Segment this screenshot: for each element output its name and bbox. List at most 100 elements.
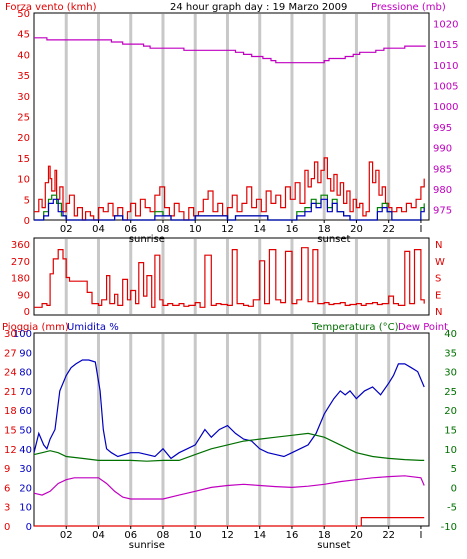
wind-speed-tick-label: 25 bbox=[17, 113, 30, 124]
dew-point-line bbox=[33, 475, 425, 500]
wind-speed-tick-label: 10 bbox=[17, 175, 30, 186]
rain-axis-title: Pioggia (mm) bbox=[2, 322, 69, 333]
rain-tick-label: 24 bbox=[4, 368, 17, 379]
temperature-tick-label: 40 bbox=[444, 329, 457, 340]
direction-tick-label: 360 bbox=[11, 240, 30, 251]
wind-blue-line bbox=[34, 198, 425, 221]
wind-speed-tick-label: 20 bbox=[17, 133, 30, 144]
x-tick-label: 08 bbox=[157, 530, 170, 541]
rain-line bbox=[34, 516, 425, 527]
wind-speed-tick-label: 30 bbox=[17, 92, 30, 103]
temperature-axis-title: Temperatura (°C) bbox=[311, 322, 399, 333]
wind-speed-tick-label: 45 bbox=[17, 30, 30, 41]
wind-speed-axis-title: Forza vento (kmh) bbox=[5, 2, 97, 13]
rain-tick-label: 18 bbox=[4, 406, 17, 417]
compass-tick-label: W bbox=[435, 257, 445, 268]
wind-red-line bbox=[34, 157, 425, 221]
pressure-tick-label: 980 bbox=[433, 185, 452, 196]
humidity-tick-label: 0 bbox=[26, 522, 32, 533]
x-tick-label: I bbox=[419, 224, 422, 235]
temperature-tick-label: 5 bbox=[451, 464, 457, 475]
humidity-tick-label: 50 bbox=[19, 426, 32, 437]
pressure-tick-label: 985 bbox=[433, 164, 452, 175]
x-tick-label: 10 bbox=[189, 530, 202, 541]
direction-tick-label: 90 bbox=[17, 290, 30, 301]
pressure-tick-label: 975 bbox=[433, 206, 452, 217]
x-tick-label: 14 bbox=[253, 530, 266, 541]
x-tick-label: 18 bbox=[318, 224, 331, 235]
sunrise-label: sunrise bbox=[129, 234, 165, 245]
wind-speed-tick-label: 50 bbox=[17, 9, 30, 20]
x-tick-label: 16 bbox=[286, 530, 299, 541]
temperature-line bbox=[33, 432, 425, 462]
rain-tick-label: 6 bbox=[4, 483, 10, 494]
pressure-tick-label: 1015 bbox=[433, 40, 458, 51]
temperature-tick-label: 15 bbox=[444, 426, 457, 437]
x-tick-label: 12 bbox=[221, 530, 234, 541]
rain-tick-label: 9 bbox=[4, 464, 10, 475]
humidity-tick-label: 30 bbox=[19, 464, 32, 475]
x-tick-label: 22 bbox=[382, 530, 395, 541]
x-tick-label: 14 bbox=[253, 224, 266, 235]
wind-speed-tick-label: 5 bbox=[24, 195, 30, 206]
direction-tick-label: 270 bbox=[11, 257, 30, 268]
x-tick-label: 20 bbox=[350, 224, 363, 235]
temperature-tick-label: 20 bbox=[444, 406, 457, 417]
rain-tick-label: 30 bbox=[4, 329, 17, 340]
rain-tick-label: 21 bbox=[4, 387, 17, 398]
wind-direction-line bbox=[34, 247, 425, 308]
x-tick-label: 02 bbox=[60, 224, 73, 235]
pressure-tick-label: 1000 bbox=[433, 102, 458, 113]
compass-tick-label: N bbox=[435, 307, 442, 318]
x-tick-label: 16 bbox=[286, 224, 299, 235]
x-tick-label: 22 bbox=[382, 224, 395, 235]
pressure-tick-label: 1010 bbox=[433, 61, 458, 72]
temperature-tick-label: 35 bbox=[444, 348, 457, 359]
page-title: 24 hour graph day : 19 Marzo 2009 bbox=[170, 2, 347, 13]
pressure-tick-label: 995 bbox=[433, 123, 452, 134]
sunset-label: sunset bbox=[317, 234, 350, 245]
wind-speed-tick-label: 35 bbox=[17, 71, 30, 82]
rain-tick-label: 15 bbox=[4, 426, 17, 437]
dew-point-axis-title: Dew Point bbox=[398, 322, 448, 333]
temperature-tick-label: -5 bbox=[447, 503, 457, 514]
pressure-tick-label: 1005 bbox=[433, 81, 458, 92]
wind-speed-tick-label: 15 bbox=[17, 154, 30, 165]
rain-tick-label: 12 bbox=[4, 445, 17, 456]
rain-tick-label: 27 bbox=[4, 348, 17, 359]
plot-series bbox=[33, 37, 426, 527]
humidity-tick-label: 100 bbox=[13, 329, 32, 340]
wind-direction-panel bbox=[33, 237, 430, 316]
direction-tick-label: 180 bbox=[11, 274, 30, 285]
temperature-tick-label: 25 bbox=[444, 387, 457, 398]
wind-speed-tick-label: 40 bbox=[17, 50, 30, 61]
x-tick-label: 10 bbox=[189, 224, 202, 235]
temperature-tick-label: 0 bbox=[451, 483, 457, 494]
compass-tick-label: S bbox=[435, 274, 441, 285]
humidity-tick-label: 20 bbox=[19, 483, 32, 494]
pressure-tick-label: 1020 bbox=[433, 19, 458, 30]
x-tick-label: 04 bbox=[92, 530, 105, 541]
humidity-line bbox=[33, 359, 425, 460]
rain-tick-label: 3 bbox=[4, 503, 10, 514]
wind-speed-tick-label: 0 bbox=[24, 216, 30, 227]
sunset-label: sunset bbox=[317, 540, 350, 551]
rain-tick-label: 0 bbox=[4, 522, 10, 533]
humidity-tick-label: 80 bbox=[19, 368, 32, 379]
sunrise-label: sunrise bbox=[129, 540, 165, 551]
x-tick-label: 12 bbox=[221, 224, 234, 235]
x-tick-label: 18 bbox=[318, 530, 331, 541]
humidity-tick-label: 10 bbox=[19, 503, 32, 514]
humidity-axis-title: Umidita % bbox=[67, 322, 119, 333]
x-tick-label: I bbox=[419, 530, 422, 541]
x-tick-label: 08 bbox=[157, 224, 170, 235]
x-tick-label: 04 bbox=[92, 224, 105, 235]
temperature-tick-label: -10 bbox=[441, 522, 457, 533]
x-tick-label: 20 bbox=[350, 530, 363, 541]
compass-tick-label: N bbox=[435, 240, 442, 251]
humidity-tick-label: 90 bbox=[19, 348, 32, 359]
humidity-tick-label: 60 bbox=[19, 406, 32, 417]
humidity-tick-label: 40 bbox=[19, 445, 32, 456]
x-tick-label: 06 bbox=[124, 224, 137, 235]
